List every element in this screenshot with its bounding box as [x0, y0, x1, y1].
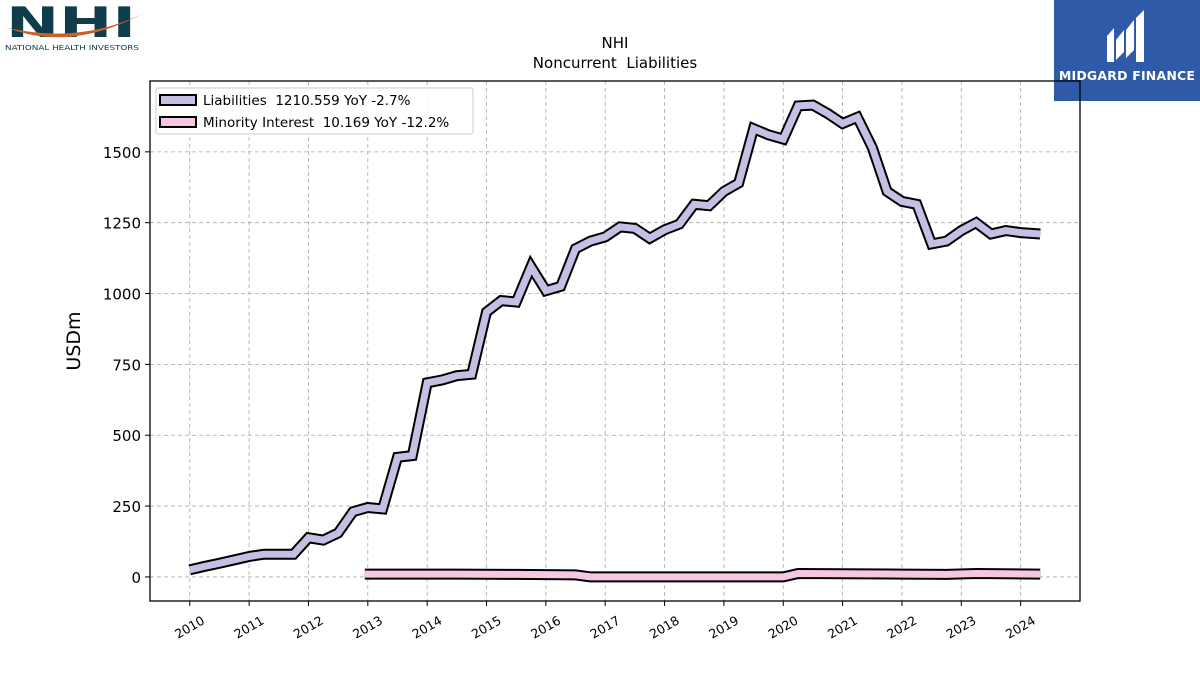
- series-outline-1: [188, 99, 1041, 576]
- x-tick-label: 2015: [469, 613, 504, 642]
- x-tick-label: 2018: [647, 613, 682, 642]
- legend-box: [155, 87, 474, 135]
- nhi-logo-subtitle: NATIONAL HEALTH INVESTORS: [5, 43, 140, 52]
- y-axis-label: USDm: [63, 311, 85, 370]
- y-tick-label: 1250: [103, 215, 141, 233]
- x-tick-label: 2010: [172, 613, 207, 642]
- chart-subtitle: Noncurrent Liabilities: [533, 54, 698, 72]
- x-tick-label: 2019: [706, 613, 741, 642]
- midgard-emblem-icon: [1107, 10, 1144, 62]
- x-tick-label: 2013: [350, 613, 385, 642]
- y-tick-label: 500: [112, 427, 141, 445]
- x-tick-label: 2021: [825, 613, 860, 642]
- x-tick-label: 2017: [587, 613, 622, 642]
- y-tick-label: 1000: [103, 286, 141, 304]
- midgard-finance-logo: MIDGARD FINANCE: [1054, 0, 1200, 101]
- x-axis: 2010 2011 2012 2013 2014 2015 2016 2017 2018 2019…: [172, 601, 1038, 642]
- series-layer: [188, 99, 1041, 583]
- series-line-2: [364, 569, 1041, 581]
- nhi-logo-mark: NHI: [6, 0, 136, 47]
- x-tick-label: 2012: [291, 613, 326, 642]
- x-tick-label: 2016: [528, 613, 563, 642]
- x-tick-label: 2020: [765, 613, 800, 642]
- x-tick-label: 2024: [1003, 613, 1038, 642]
- legend-label-1: Liabilities 1210.559 YoY -2.7%: [203, 93, 411, 109]
- grid-lines: [150, 81, 1080, 601]
- x-tick-label: 2011: [231, 613, 266, 642]
- y-tick-label: 0: [131, 569, 141, 587]
- nhi-swoosh-icon: [8, 14, 142, 38]
- plot-frame: [149, 80, 1081, 602]
- legend-swatch-1: [159, 94, 197, 106]
- x-tick-label: 2022: [884, 613, 919, 642]
- y-tick-label: 750: [112, 356, 141, 374]
- series-line-1: [189, 101, 1041, 574]
- y-tick-label: 1500: [103, 144, 141, 162]
- x-tick-label: 2014: [409, 613, 444, 642]
- legend: Liabilities 1210.559 YoY -2.7% Minority I…: [155, 87, 474, 135]
- legend-label-2: Minority Interest 10.169 YoY -12.2%: [203, 115, 449, 131]
- chart-title: NHI: [602, 34, 629, 52]
- midgard-finance-label: MIDGARD FINANCE: [1058, 68, 1196, 83]
- legend-swatch-2: [159, 116, 197, 128]
- y-tick-label: 250: [112, 498, 141, 516]
- x-tick-label: 2023: [944, 613, 979, 642]
- y-axis: 0 250 500 750 1000 1250 1500: [103, 144, 150, 587]
- nhi-logo: NHI NATIONAL HEALTH INVESTORS: [0, 0, 150, 58]
